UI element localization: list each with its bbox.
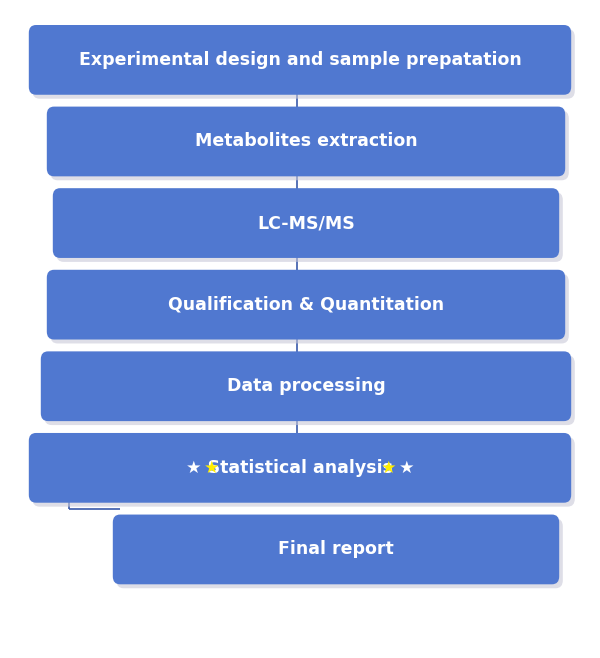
- FancyBboxPatch shape: [29, 433, 571, 503]
- FancyBboxPatch shape: [32, 29, 575, 99]
- FancyBboxPatch shape: [56, 192, 563, 262]
- Text: Experimental design and sample prepatation: Experimental design and sample prepatati…: [79, 51, 521, 69]
- FancyBboxPatch shape: [116, 519, 563, 588]
- FancyBboxPatch shape: [41, 351, 571, 421]
- FancyBboxPatch shape: [53, 188, 559, 258]
- Text: Data processing: Data processing: [227, 377, 385, 395]
- FancyBboxPatch shape: [47, 107, 565, 176]
- Text: ★ Statistical analysis ★: ★ Statistical analysis ★: [185, 459, 415, 477]
- FancyBboxPatch shape: [32, 437, 575, 507]
- Text: ★: ★: [381, 459, 397, 477]
- Text: Qualification & Quantitation: Qualification & Quantitation: [168, 295, 444, 314]
- FancyBboxPatch shape: [50, 274, 569, 343]
- Text: Final report: Final report: [278, 540, 394, 559]
- FancyBboxPatch shape: [50, 111, 569, 180]
- Text: Metabolites extraction: Metabolites extraction: [194, 132, 418, 151]
- Text: ★: ★: [203, 459, 219, 477]
- Text: LC-MS/MS: LC-MS/MS: [257, 214, 355, 232]
- FancyBboxPatch shape: [47, 270, 565, 340]
- FancyBboxPatch shape: [29, 25, 571, 95]
- FancyBboxPatch shape: [113, 515, 559, 584]
- FancyBboxPatch shape: [44, 355, 575, 425]
